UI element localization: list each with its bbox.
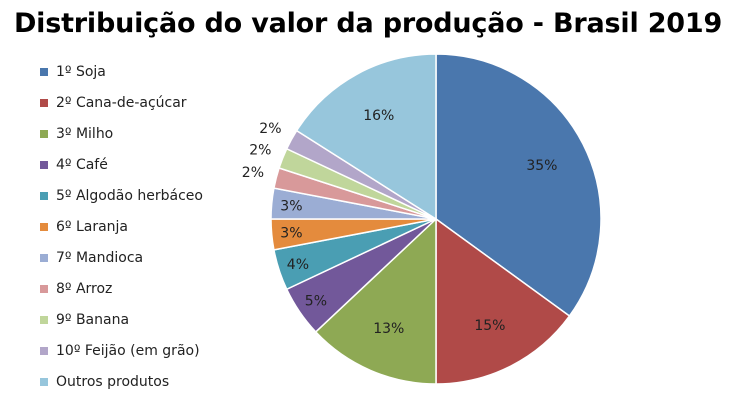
pie-slice [435,53,602,318]
slice-data-label: 2% [242,165,264,181]
legend-label: 6º Laranja [56,219,129,235]
slice-data-label: 3% [280,226,302,242]
legend-label: 1º Soja [56,64,106,80]
slice-data-label: 15% [474,318,505,334]
chart-legend: 1º Soja 2º Cana-de-açúcar 3º Milho 4º Café 5… [40,62,270,392]
legend-label: 7º Mandioca [56,250,144,266]
legend-label: 3º Milho [56,126,114,142]
legend-label: 9º Banana [56,312,130,328]
legend-swatch [40,347,48,355]
slice-data-label: 2% [249,142,271,158]
legend-swatch [40,254,48,262]
legend-swatch [40,285,48,293]
legend-label: 4º Café [56,157,108,173]
legend-label: 8º Arroz [56,281,113,297]
legend-item: 1º Soja [40,62,106,82]
slice-data-label: 5% [305,294,327,310]
legend-item: 7º Mandioca [40,248,143,268]
pie-slice [295,53,437,221]
legend-item: 10º Feijão (em grão) [40,341,200,361]
legend-item: 5º Algodão herbáceo [40,186,203,206]
legend-item: 3º Milho [40,124,113,144]
legend-swatch [40,192,48,200]
slice-data-label: 35% [526,158,557,174]
legend-swatch [40,161,48,169]
legend-label: 2º Cana-de-açúcar [56,95,187,111]
legend-item: 6º Laranja [40,217,128,237]
legend-item: 8º Arroz [40,279,112,299]
legend-item: 2º Cana-de-açúcar [40,93,187,113]
legend-label: Outros produtos [56,374,170,390]
legend-label: 5º Algodão herbáceo [56,188,203,204]
chart-title: Distribuição do valor da produção - Bras… [13,8,723,39]
legend-swatch [40,378,48,386]
legend-item: Outros produtos [40,372,169,392]
pie-slice [314,217,437,385]
slice-data-label: 13% [373,321,404,337]
slice-data-label: 2% [259,121,281,137]
slice-data-label: 3% [280,198,302,214]
legend-item: 9º Banana [40,310,129,330]
slice-data-label: 16% [363,108,394,124]
legend-label: 10º Feijão (em grão) [56,343,200,359]
slice-data-label: 4% [287,257,309,273]
legend-swatch [40,99,48,107]
legend-item: 4º Café [40,155,108,175]
legend-swatch [40,130,48,138]
legend-swatch [40,316,48,324]
legend-swatch [40,68,48,76]
legend-swatch [40,223,48,231]
pie-slice [435,217,571,385]
